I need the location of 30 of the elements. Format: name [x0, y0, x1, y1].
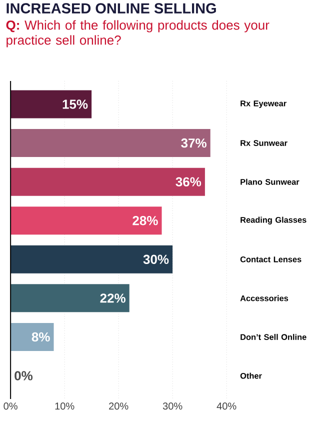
y-tick-label: Don’t Sell Online	[240, 334, 307, 340]
x-tick-label: 40%	[217, 402, 236, 410]
x-tick-label: 20%	[109, 402, 128, 410]
y-tick-label: Other	[240, 372, 262, 379]
y-tick-label: Rx Sunwear	[240, 140, 288, 146]
bar	[10, 90, 92, 118]
bar	[10, 206, 162, 235]
data-label: 28%	[132, 216, 158, 226]
data-label: 36%	[176, 177, 202, 186]
x-tick-label: 10%	[56, 402, 74, 410]
y-tick-label: Plano Sunwear	[240, 178, 300, 185]
x-tick-label: 30%	[163, 402, 182, 410]
bar	[10, 284, 130, 312]
data-label: 22%	[100, 294, 126, 303]
data-label: 15%	[63, 100, 88, 109]
y-tick-label: Accessories	[240, 295, 288, 302]
chart-subtitle: Q: Which of the following products does your practice sell online?	[6, 20, 270, 48]
data-label: 30%	[144, 254, 169, 264]
bar	[10, 245, 173, 274]
bar	[10, 322, 54, 351]
data-label: 37%	[181, 138, 207, 148]
data-label: 8%	[32, 332, 50, 342]
y-tick-label: Rx Eyewear	[240, 100, 287, 108]
y-tick-label: Contact Lenses	[240, 256, 302, 262]
y-tick-label: Reading Glasses	[240, 216, 307, 224]
x-tick-label: 0%	[4, 402, 18, 410]
bar	[10, 168, 206, 196]
chart-title: INCREASED ONLINE SELLING	[6, 3, 216, 14]
data-label: 0%	[14, 371, 33, 380]
bar	[10, 129, 211, 158]
